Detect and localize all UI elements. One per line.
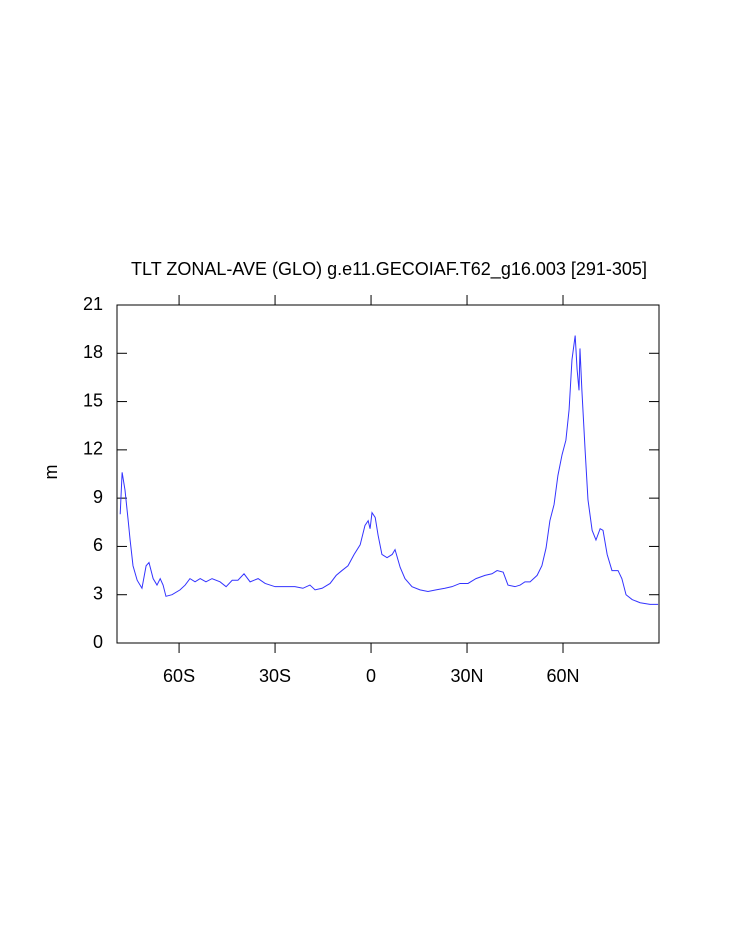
y-tick-label: 6 — [93, 535, 103, 555]
x-tick-label: 60S — [163, 666, 195, 686]
plot-frame — [116, 304, 660, 644]
y-tick-label: 21 — [83, 294, 103, 314]
y-tick-label: 18 — [83, 342, 103, 362]
x-tick-label: 30N — [451, 666, 484, 686]
chart-title: TLT ZONAL-AVE (GLO) g.e11.GECOIAF.T62_g1… — [131, 259, 647, 280]
data-line — [119, 335, 659, 605]
y-axis-label: m — [41, 465, 61, 480]
x-tick-label: 0 — [366, 666, 376, 686]
y-tick-label: 12 — [83, 439, 103, 459]
y-tick-label: 9 — [93, 487, 103, 507]
y-tick-label: 15 — [83, 390, 103, 410]
y-tick-label: 0 — [93, 632, 103, 652]
y-tick-label: 3 — [93, 583, 103, 603]
x-tick-label: 30S — [259, 666, 291, 686]
x-tick-label: 60N — [546, 666, 579, 686]
